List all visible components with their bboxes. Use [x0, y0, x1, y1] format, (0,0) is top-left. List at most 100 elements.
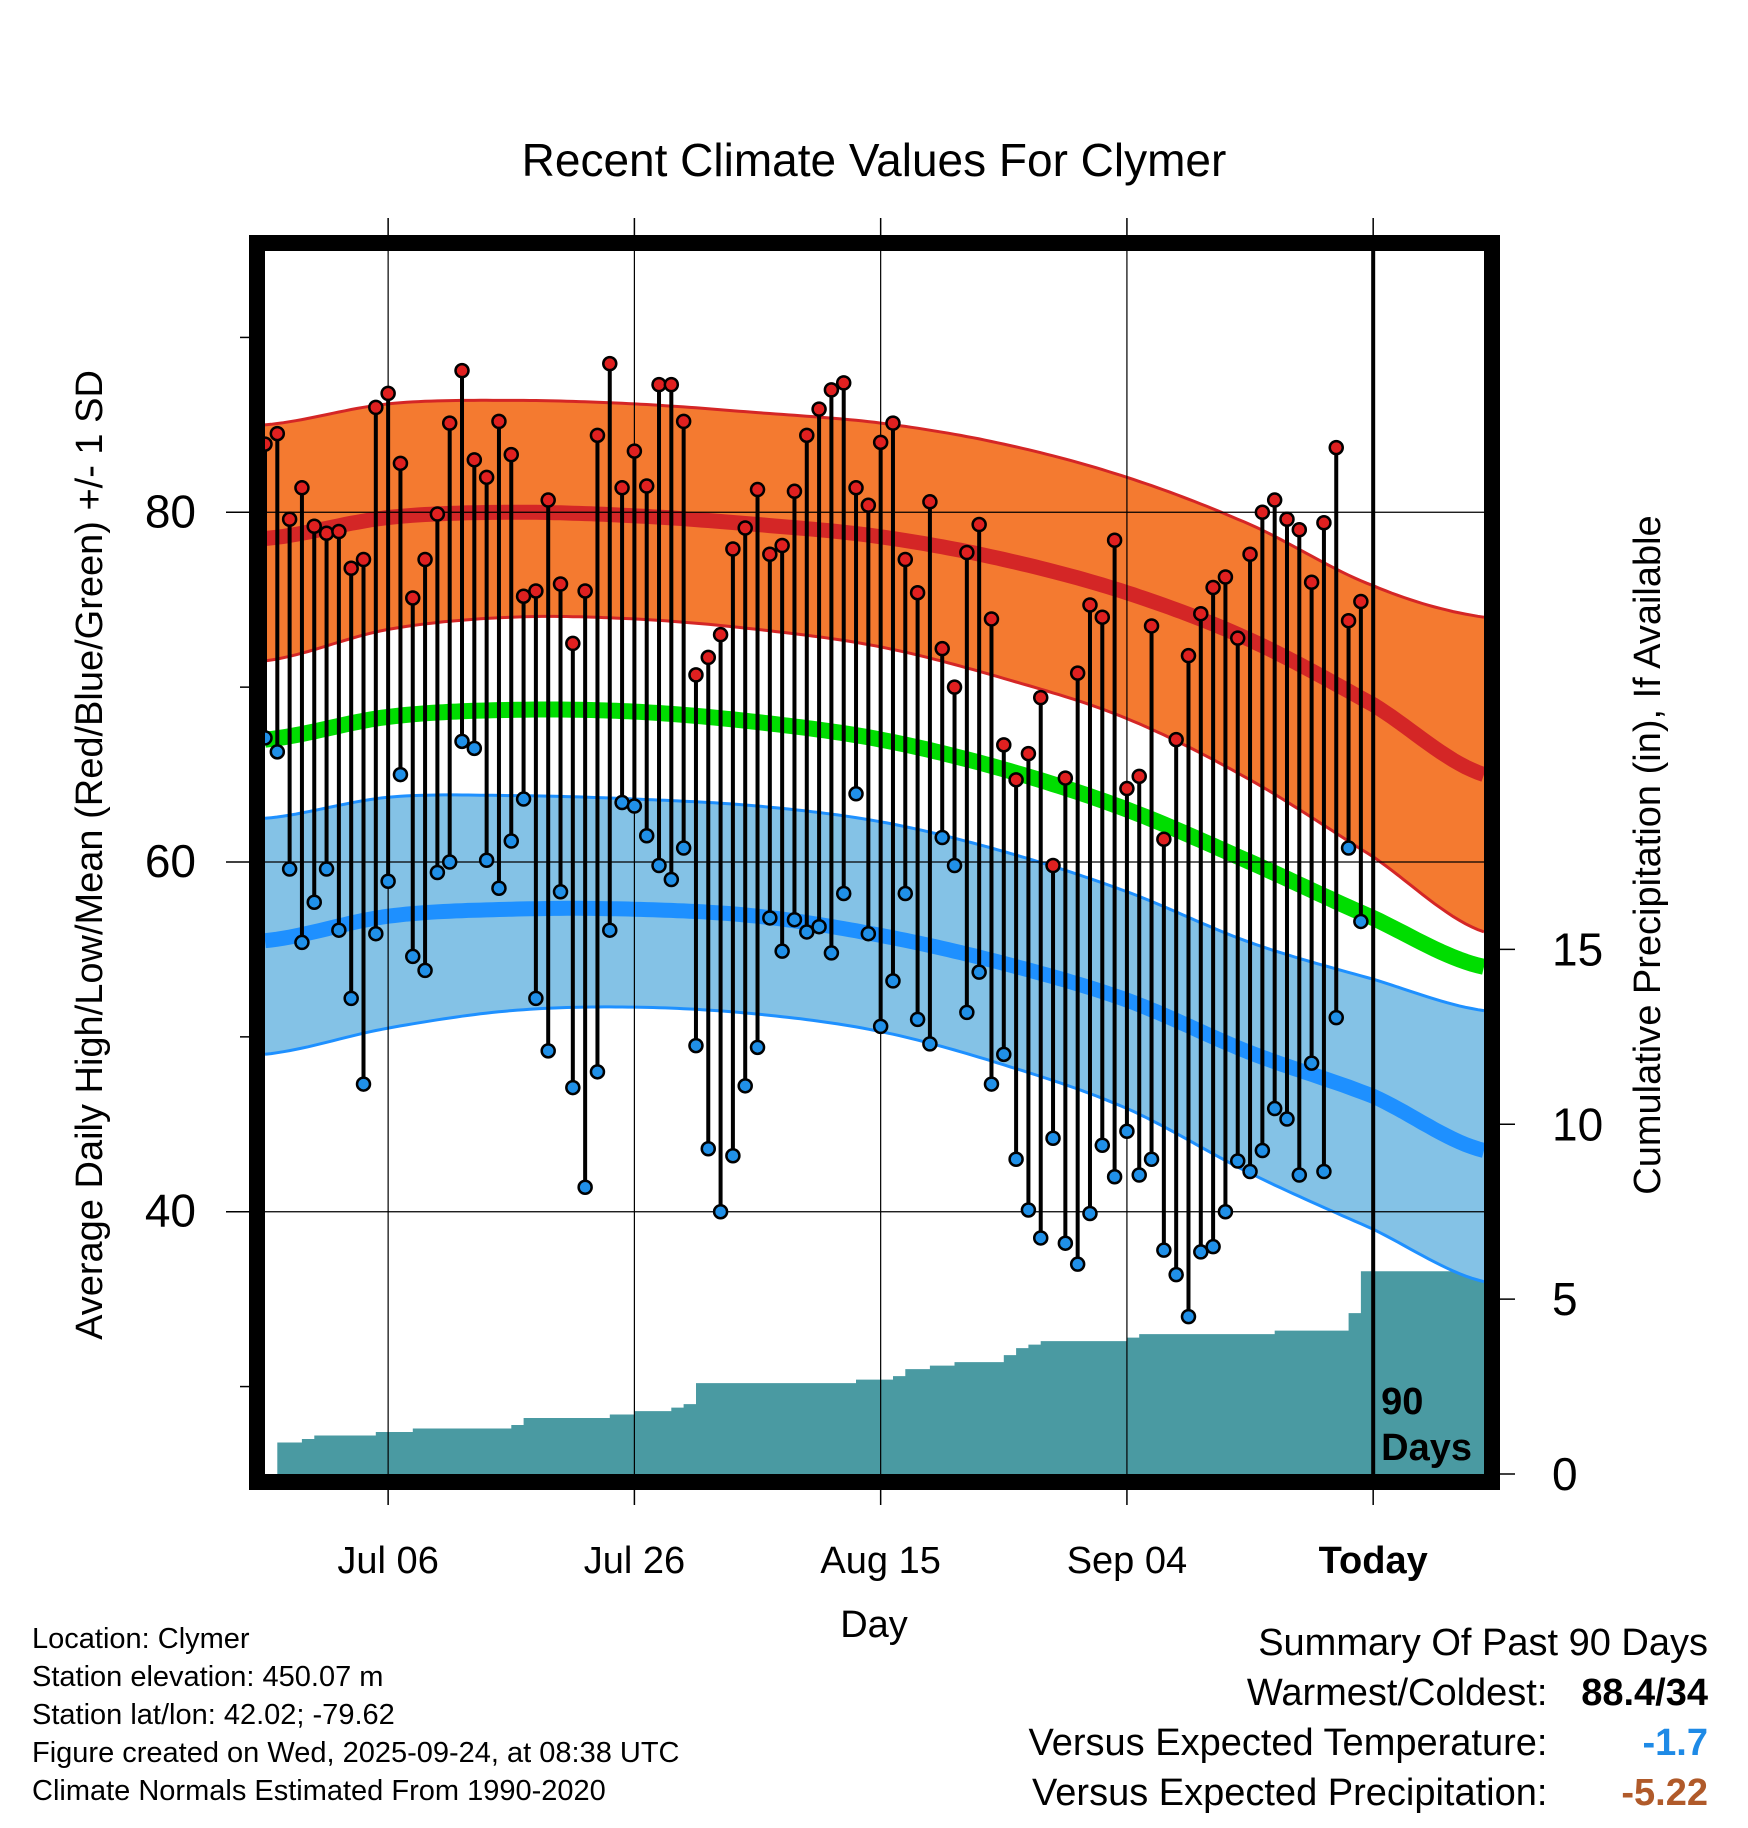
- precip-departure-value: -5.22: [1621, 1772, 1708, 1814]
- high-temp-point: [565, 635, 581, 652]
- low-temp-point: [1168, 1266, 1184, 1283]
- low-temp-point: [1229, 1153, 1246, 1169]
- y-tick-label: 60: [145, 835, 196, 887]
- low-temp-point: [1057, 1235, 1074, 1251]
- created-text: Figure created on Wed, 2025-09-24, at 08…: [32, 1737, 680, 1769]
- high-temp-point: [552, 576, 569, 592]
- high-temp-point: [1069, 665, 1086, 681]
- low-temp-point: [959, 1004, 975, 1021]
- high-temp-point: [651, 376, 667, 393]
- high-temp-point: [528, 583, 544, 599]
- high-temp-point: [1193, 605, 1209, 622]
- high-temp-point: [626, 443, 643, 459]
- high-temp-point: [823, 382, 840, 398]
- axes: Jul 06 Jul 26 Aug 15 Sep 04 Today 40 60 80 0 5 10 1…: [145, 218, 1603, 1582]
- precip-departure-label: Versus Expected Precipitation:: [1032, 1772, 1548, 1814]
- high-temp-point: [663, 376, 680, 393]
- low-temp-point: [688, 1037, 704, 1054]
- high-temp-point: [1156, 831, 1172, 848]
- low-temp-point: [1106, 1168, 1123, 1185]
- high-temp-point: [1032, 689, 1049, 706]
- high-temp-point: [1328, 439, 1344, 456]
- low-temp-point: [491, 880, 507, 896]
- high-temp-point: [281, 511, 298, 528]
- y-tick-label: 80: [145, 485, 196, 537]
- low-temp-point: [577, 1179, 593, 1195]
- low-temp-point: [749, 1039, 766, 1056]
- low-temp-point: [565, 1079, 581, 1096]
- high-temp-point: [786, 483, 803, 500]
- low-temp-point: [281, 861, 298, 877]
- low-temp-point: [799, 924, 815, 940]
- high-temp-point: [577, 583, 593, 599]
- high-temp-point: [1229, 630, 1246, 646]
- high-temp-point: [343, 560, 359, 576]
- low-temp-point: [774, 943, 790, 959]
- high-temp-point: [1094, 609, 1111, 625]
- station-info: Location: Clymer Station elevation: 450.…: [32, 1620, 680, 1810]
- low-temp-point: [737, 1078, 753, 1094]
- low-temp-point: [454, 733, 470, 750]
- high-temp-point: [1303, 574, 1320, 590]
- high-temp-point: [589, 427, 606, 444]
- high-temp-point: [1205, 579, 1221, 596]
- high-temp-point: [996, 737, 1012, 753]
- y2-tick-label: 10: [1552, 1098, 1603, 1150]
- high-temp-point: [429, 506, 446, 522]
- high-temp-point: [712, 626, 729, 643]
- high-temp-point: [515, 588, 532, 604]
- low-temp-point: [725, 1148, 741, 1164]
- low-temp-point: [1254, 1142, 1271, 1159]
- high-temp-point: [1168, 731, 1184, 748]
- low-temp-point: [1119, 1123, 1135, 1140]
- low-temp-point: [405, 948, 421, 965]
- low-temp-point: [355, 1076, 372, 1092]
- high-temp-point: [454, 362, 470, 379]
- summary-precip-row: Versus Expected Precipitation: -5.22: [1029, 1768, 1708, 1818]
- high-temp-point: [1008, 772, 1024, 788]
- high-temp-point: [811, 401, 827, 417]
- high-temp-point: [478, 469, 495, 486]
- low-temp-point: [417, 962, 433, 979]
- summary-temp-row: Versus Expected Temperature: -1.7: [1029, 1718, 1708, 1768]
- high-temp-point: [1106, 532, 1123, 549]
- high-temp-point: [318, 525, 335, 542]
- warmest-value: 88.4/34: [1581, 1672, 1708, 1714]
- low-temp-point: [971, 964, 987, 980]
- high-temp-point: [1316, 515, 1332, 531]
- y-axis-label: Average Daily High/Low/Mean (Red/Blue/Gr…: [69, 370, 111, 1340]
- summary-panel: Summary Of Past 90 Days Warmest/Coldest:…: [1029, 1618, 1708, 1818]
- low-temp-point: [528, 990, 544, 1007]
- low-temp-point: [897, 885, 914, 902]
- low-temp-point: [1180, 1308, 1197, 1325]
- low-sd-upper-edge: [264, 793, 1485, 1013]
- summary-warmest-row: Warmest/Coldest: 88.4/34: [1029, 1668, 1708, 1718]
- high-temp-point: [491, 413, 507, 430]
- low-temp-point: [306, 894, 323, 910]
- high-temp-point: [294, 480, 310, 496]
- normal-mean-line: [264, 701, 1485, 975]
- high-temp-point: [466, 452, 483, 468]
- low-temp-point: [318, 861, 335, 877]
- low-temp-point: [429, 864, 446, 881]
- y-tick-label: 40: [145, 1185, 196, 1237]
- temp-departure-label: Versus Expected Temperature:: [1028, 1722, 1548, 1764]
- low-temp-point: [675, 840, 692, 856]
- low-temp-point: [1143, 1151, 1160, 1168]
- low-temp-point: [860, 925, 877, 942]
- low-temp-point: [1303, 1055, 1320, 1071]
- high-sd-band: [265, 400, 1484, 932]
- high-temp-point: [1353, 593, 1369, 610]
- high-temp-point: [872, 434, 889, 451]
- today-days-label: 90: [1381, 1381, 1423, 1423]
- low-sd-band: [265, 794, 1484, 1282]
- daily-range-sticks: [264, 363, 1363, 1317]
- low-temp-point: [885, 973, 901, 989]
- low-temp-point: [441, 854, 458, 870]
- high-temp-point: [602, 355, 618, 372]
- normals-text: Climate Normals Estimated From 1990-2020: [32, 1775, 606, 1807]
- low-temp-point: [626, 798, 643, 814]
- low-temp-point: [946, 857, 963, 874]
- high-temp-point: [700, 649, 717, 666]
- high-temp-point: [355, 551, 372, 568]
